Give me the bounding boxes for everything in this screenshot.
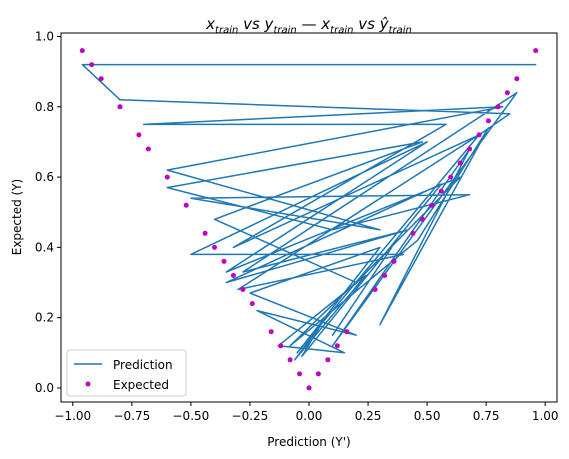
x-axis-label: Prediction (Y') xyxy=(267,435,350,449)
y-tick-label: 1.0 xyxy=(35,30,54,44)
chart-title: xtrain vs ytrain — xtrain vs ŷtrain xyxy=(205,15,412,36)
legend-expected-label: Expected xyxy=(113,378,169,392)
expected-point xyxy=(495,104,501,110)
expected-point xyxy=(514,76,520,82)
y-tick-label: 0.0 xyxy=(35,381,54,395)
expected-point xyxy=(533,48,539,54)
expected-point xyxy=(136,132,142,138)
expected-point xyxy=(410,230,416,236)
expected-point xyxy=(372,287,378,292)
expected-point xyxy=(448,174,454,180)
x-tick-label: 0.25 xyxy=(355,409,382,423)
expected-point xyxy=(98,76,104,82)
expected-point xyxy=(249,301,255,307)
expected-point xyxy=(79,48,85,54)
expected-point xyxy=(230,273,236,278)
expected-point xyxy=(504,90,510,96)
expected-point xyxy=(334,343,340,349)
plot-frame xyxy=(60,32,558,403)
expected-point xyxy=(183,202,189,208)
y-tick-label: 0.6 xyxy=(35,170,54,184)
expected-point xyxy=(438,188,444,194)
x-tick-label: −0.25 xyxy=(232,409,269,423)
expected-point xyxy=(240,287,246,292)
expected-marker-group xyxy=(79,48,539,391)
expected-point xyxy=(457,160,463,166)
expected-point xyxy=(117,104,123,110)
expected-point xyxy=(382,273,388,278)
expected-point xyxy=(212,244,217,250)
expected-point xyxy=(202,230,208,236)
legend-prediction-label: Prediction xyxy=(113,358,173,372)
expected-point xyxy=(315,371,321,377)
expected-point xyxy=(325,357,331,363)
x-tick-label: 0.75 xyxy=(473,409,500,423)
expected-point xyxy=(268,329,274,335)
expected-point xyxy=(145,146,151,152)
expected-point xyxy=(476,132,482,138)
expected-point xyxy=(287,357,293,363)
expected-point xyxy=(278,343,284,349)
y-axis-label: Expected (Y) xyxy=(10,179,24,256)
legend-box xyxy=(66,349,187,397)
legend: Prediction Expected xyxy=(66,349,187,397)
expected-point xyxy=(164,174,170,180)
axis-ticks: −1.00 −0.75 −0.50 −0.25 0.00 0.25 0.50 0.75 1.00… xyxy=(35,30,559,423)
x-tick-label: 0.50 xyxy=(414,409,441,423)
expected-point xyxy=(306,385,312,391)
x-tick-label: −0.75 xyxy=(113,409,150,423)
expected-point xyxy=(419,216,425,222)
legend-expected-swatch xyxy=(85,381,91,387)
x-tick-label: 0.00 xyxy=(296,409,323,423)
expected-point xyxy=(429,202,435,208)
y-tick-label: 0.8 xyxy=(35,100,54,114)
expected-point xyxy=(486,118,491,124)
expected-point xyxy=(391,258,397,264)
x-tick-label: −1.00 xyxy=(54,409,91,423)
expected-point xyxy=(297,371,303,377)
x-tick-label: 1.00 xyxy=(532,409,559,423)
expected-point xyxy=(467,146,473,152)
x-tick-label: −0.50 xyxy=(173,409,210,423)
y-tick-label: 0.2 xyxy=(35,311,54,325)
y-tick-label: 0.4 xyxy=(35,240,54,254)
expected-point xyxy=(344,329,350,335)
expected-point xyxy=(89,62,95,68)
expected-point xyxy=(221,258,227,264)
